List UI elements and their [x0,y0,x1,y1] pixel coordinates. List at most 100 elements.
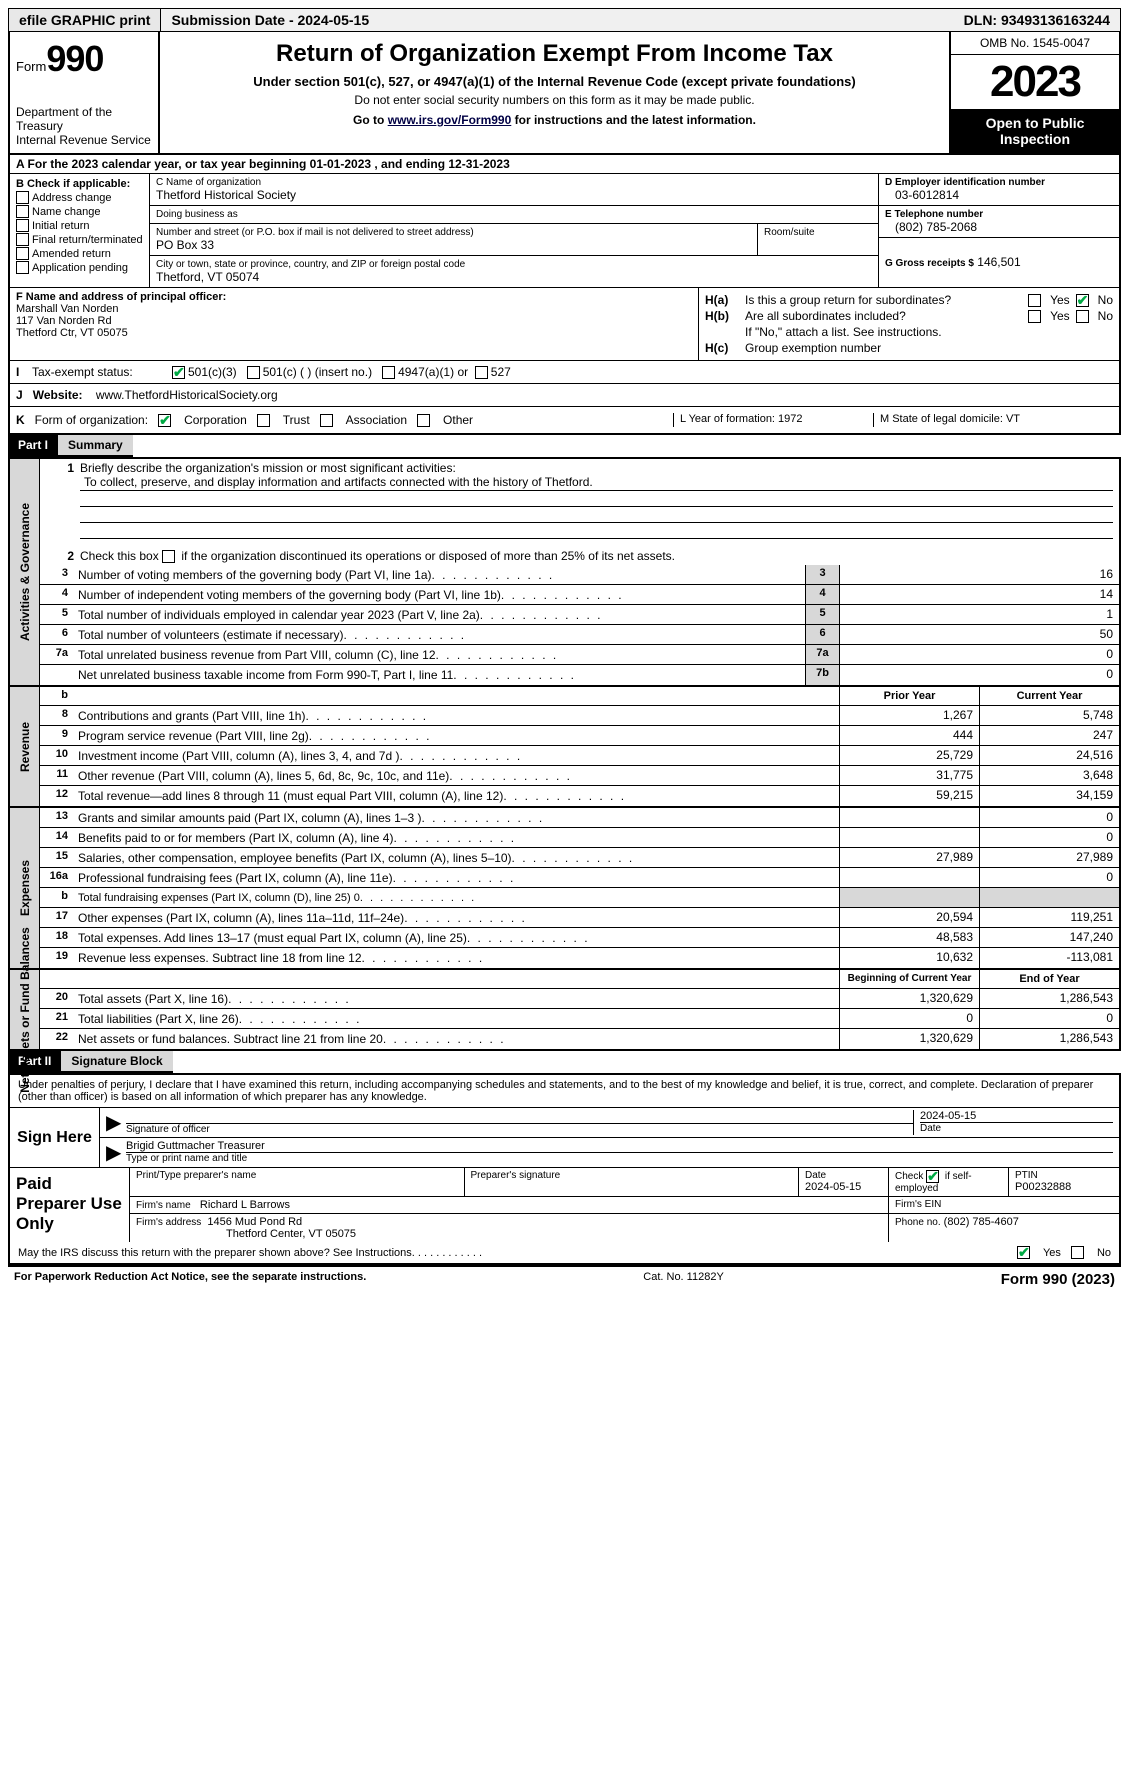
table-row: 3Number of voting members of the governi… [40,565,1119,585]
checkbox-initial-return[interactable] [16,219,29,232]
tab-net-assets: Net Assets or Fund Balances [18,927,32,1093]
col-current-year: Current Year [979,687,1119,705]
state-domicile: M State of legal domicile: VT [873,413,1113,427]
omb-number: OMB No. 1545-0047 [951,32,1119,55]
table-row: 13Grants and similar amounts paid (Part … [40,808,1119,828]
col-end-year: End of Year [979,970,1119,988]
table-row: bTotal fundraising expenses (Part IX, co… [40,888,1119,908]
table-row: Net unrelated business taxable income fr… [40,665,1119,685]
mission-text: To collect, preserve, and display inform… [80,475,1113,491]
part-ii-header: Part II [8,1051,61,1073]
officer-name: Marshall Van Norden [16,303,119,315]
discuss-no-checkbox[interactable] [1071,1246,1084,1259]
ha-text: Is this a group return for subordinates? [745,293,1028,307]
discuss-yes-checkbox[interactable] [1017,1246,1030,1259]
row-j: J Website: www.ThetfordHistoricalSociety… [10,384,1119,407]
table-row: 21Total liabilities (Part X, line 26)00 [40,1009,1119,1029]
discuss-text: May the IRS discuss this return with the… [18,1247,1017,1259]
tax-year: 2023 [951,55,1119,109]
firm-addr2: Thetford Center, VT 05075 [136,1228,356,1240]
part-ii-title: Signature Block [61,1051,172,1073]
section-governance: Activities & Governance 1Briefly describ… [10,459,1119,687]
checkbox-4947[interactable] [382,366,395,379]
org-name-label: C Name of organization [156,177,872,188]
checkbox-final-return[interactable] [16,233,29,246]
table-row: 19Revenue less expenses. Subtract line 1… [40,948,1119,968]
part-i-title: Summary [58,435,133,457]
table-row: 9Program service revenue (Part VIII, lin… [40,726,1119,746]
room-label: Room/suite [764,227,872,238]
checkbox-amended[interactable] [16,247,29,260]
phone-value: (802) 785-2068 [885,220,1113,234]
officer-addr2: Thetford Ctr, VT 05075 [16,327,128,339]
row-a-tax-year: A For the 2023 calendar year, or tax yea… [8,155,1121,174]
efile-print-button[interactable]: efile GRAPHIC print [9,9,161,31]
page-footer: For Paperwork Reduction Act Notice, see … [8,1266,1121,1292]
city-value: Thetford, VT 05074 [156,270,872,284]
form-title: Return of Organization Exempt From Incom… [180,40,929,68]
firm-ein-label: Firm's EIN [889,1197,1119,1213]
checkbox-discontinued[interactable] [162,550,175,563]
ein-label: D Employer identification number [885,177,1113,188]
form-header: Form 990 Department of the Treasury Inte… [8,32,1121,155]
col-prior-year: Prior Year [839,687,979,705]
hb-label: H(b) [705,309,745,323]
hb-no-checkbox[interactable] [1076,310,1089,323]
checkbox-corporation[interactable] [158,414,171,427]
submission-date: Submission Date - 2024-05-15 [161,9,953,31]
irs-link[interactable]: www.irs.gov/Form990 [388,113,512,127]
table-row: 4Number of independent voting members of… [40,585,1119,605]
col-b-header: B Check if applicable: [16,178,143,190]
gross-receipts-value: 146,501 [977,255,1020,269]
dln: DLN: 93493136163244 [954,9,1120,31]
top-bar: efile GRAPHIC print Submission Date - 20… [8,8,1121,32]
sig-date-label: Date [920,1123,1113,1134]
hb-note: If "No," attach a list. See instructions… [745,325,1113,339]
street-label: Number and street (or P.O. box if mail i… [156,227,751,238]
table-row: 16aProfessional fundraising fees (Part I… [40,868,1119,888]
preparer-phone: (802) 785-4607 [944,1216,1019,1228]
year-formation: L Year of formation: 1972 [673,413,873,427]
tab-revenue: Revenue [18,722,32,772]
table-row: 18Total expenses. Add lines 13–17 (must … [40,928,1119,948]
dba-label: Doing business as [156,209,872,220]
checkbox-501c3[interactable] [172,366,185,379]
type-print-label: Type or print name and title [126,1153,1113,1164]
paid-preparer-label: Paid Preparer Use Only [10,1168,130,1242]
firm-name: Richard L Barrows [200,1199,290,1211]
arrow-icon: ▶ [106,1110,126,1135]
org-name: Thetford Historical Society [156,188,872,202]
table-row: 12Total revenue—add lines 8 through 11 (… [40,786,1119,806]
open-to-public: Open to Public Inspection [951,109,1119,153]
form-subtitle-2: Do not enter social security numbers on … [180,93,929,107]
checkbox-name-change[interactable] [16,205,29,218]
table-row: 14Benefits paid to or for members (Part … [40,828,1119,848]
checkbox-527[interactable] [475,366,488,379]
checkbox-app-pending[interactable] [16,261,29,274]
table-row: 17Other expenses (Part IX, column (A), l… [40,908,1119,928]
section-expenses: Expenses 13Grants and similar amounts pa… [10,808,1119,970]
checkbox-501c[interactable] [247,366,260,379]
hb-yes-checkbox[interactable] [1028,310,1041,323]
officer-name-title: Brigid Guttmacher Treasurer [126,1140,1113,1153]
officer-label: F Name and address of principal officer: [16,291,226,303]
declaration-text: Under penalties of perjury, I declare th… [10,1075,1119,1108]
ein-value: 03-6012814 [885,188,1113,202]
sign-here-label: Sign Here [10,1108,100,1167]
ptin-value: P00232888 [1015,1181,1113,1193]
ha-label: H(a) [705,293,745,307]
checkbox-address-change[interactable] [16,191,29,204]
section-net-assets: Net Assets or Fund Balances Beginning of… [10,970,1119,1051]
form-instructions-link: Go to www.irs.gov/Form990 for instructio… [180,113,929,127]
checkbox-trust[interactable] [257,414,270,427]
ha-yes-checkbox[interactable] [1028,294,1041,307]
checkbox-other[interactable] [417,414,430,427]
ha-no-checkbox[interactable] [1076,294,1089,307]
table-row: 6Total number of volunteers (estimate if… [40,625,1119,645]
signature-block: Under penalties of perjury, I declare th… [8,1075,1121,1266]
table-row: 15Salaries, other compensation, employee… [40,848,1119,868]
checkbox-self-employed[interactable] [926,1170,939,1183]
row-i: I Tax-exempt status: 501(c)(3) 501(c) ( … [10,361,1119,384]
table-row: 20Total assets (Part X, line 16)1,320,62… [40,989,1119,1009]
checkbox-association[interactable] [320,414,333,427]
